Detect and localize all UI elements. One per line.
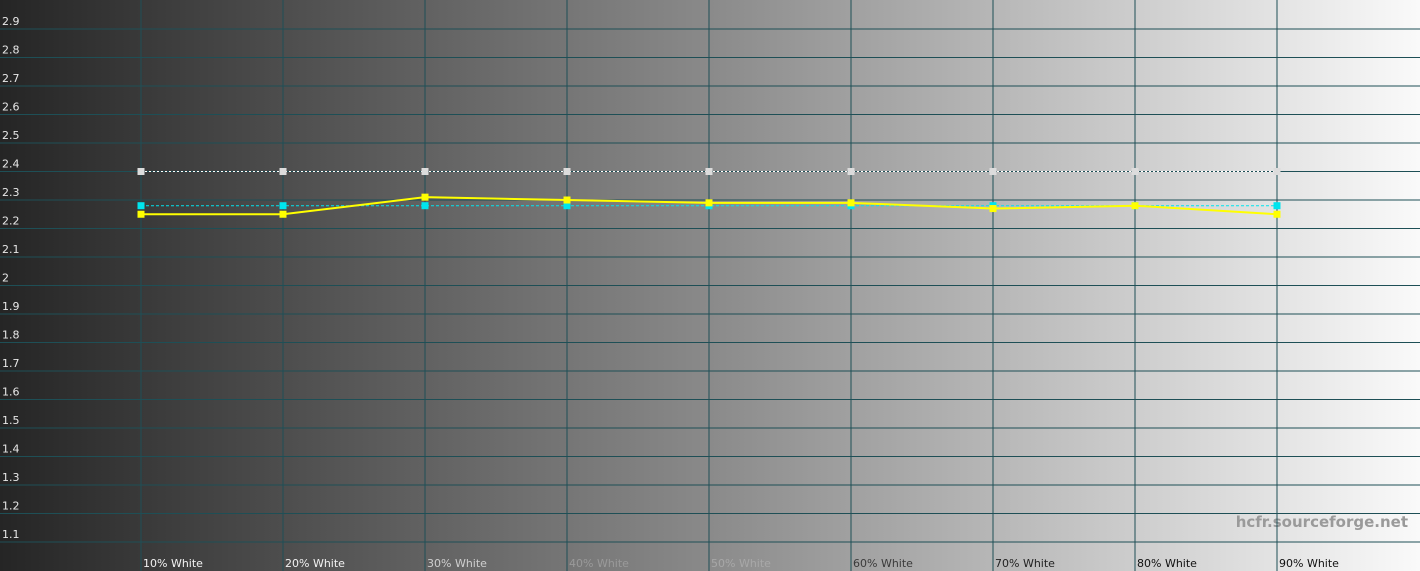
y-tick-label: 1.2 — [2, 500, 20, 513]
point-marker — [1273, 202, 1281, 210]
x-tick-label: 90% White — [1279, 557, 1339, 570]
y-tick-label: 1.3 — [2, 471, 20, 484]
y-tick-label: 2.1 — [2, 243, 20, 256]
point-marker — [563, 196, 571, 204]
point-marker — [989, 205, 997, 213]
point-marker — [1131, 202, 1139, 210]
point-marker — [137, 210, 145, 218]
y-tick-label: 2.9 — [2, 15, 20, 28]
point-marker — [279, 210, 287, 218]
y-tick-label: 2.2 — [2, 215, 20, 228]
y-tick-label: 1.9 — [2, 300, 20, 313]
point-marker — [1273, 168, 1281, 175]
point-marker — [847, 199, 855, 207]
y-tick-label: 2.7 — [2, 72, 20, 85]
point-marker — [137, 168, 145, 175]
point-marker — [563, 202, 571, 210]
x-tick-label: 10% White — [143, 557, 203, 570]
x-tick-label: 50% White — [711, 557, 771, 570]
y-tick-label: 1.5 — [2, 414, 20, 427]
y-tick-label: 2 — [2, 272, 9, 285]
point-marker — [421, 202, 429, 210]
point-marker — [421, 168, 429, 175]
point-marker — [421, 193, 429, 201]
x-tick-label: 30% White — [427, 557, 487, 570]
y-tick-label: 1.6 — [2, 386, 20, 399]
x-tick-label: 80% White — [1137, 557, 1197, 570]
point-marker — [705, 199, 713, 207]
y-tick-label: 2.5 — [2, 129, 20, 142]
x-tick-label: 70% White — [995, 557, 1055, 570]
x-tick-label: 20% White — [285, 557, 345, 570]
point-marker — [989, 168, 997, 175]
y-tick-label: 2.3 — [2, 186, 20, 199]
point-marker — [279, 202, 287, 210]
point-marker — [1131, 168, 1139, 175]
y-tick-label: 1.7 — [2, 357, 20, 370]
y-tick-label: 1.8 — [2, 329, 20, 342]
watermark: hcfr.sourceforge.net — [1236, 513, 1408, 531]
x-tick-label: 60% White — [853, 557, 913, 570]
y-tick-label: 1.4 — [2, 443, 20, 456]
y-tick-label: 1.1 — [2, 528, 20, 541]
y-tick-label: 2.8 — [2, 44, 20, 57]
point-marker — [705, 168, 713, 175]
y-tick-label: 2.6 — [2, 101, 20, 114]
point-marker — [1273, 210, 1281, 218]
y-tick-label: 2.4 — [2, 158, 20, 171]
point-marker — [563, 168, 571, 175]
point-marker — [279, 168, 287, 175]
x-tick-label: 40% White — [569, 557, 629, 570]
point-marker — [847, 168, 855, 175]
point-marker — [137, 202, 145, 210]
